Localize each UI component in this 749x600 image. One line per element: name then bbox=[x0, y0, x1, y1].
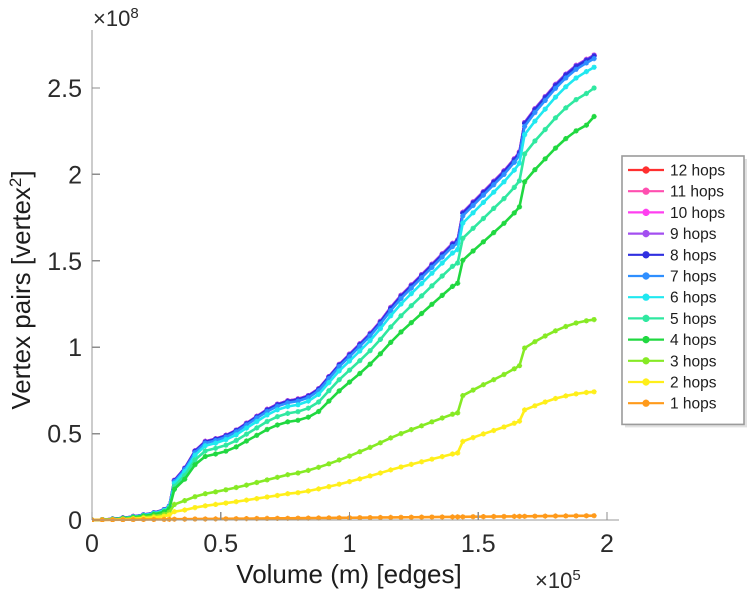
legend-item-label: 7 hops bbox=[670, 269, 717, 286]
legend-swatch-marker bbox=[642, 208, 650, 216]
legend-swatch-marker bbox=[642, 314, 650, 322]
legend-item-label: 3 hops bbox=[670, 353, 717, 370]
legend-item-label: 12 hops bbox=[670, 163, 725, 180]
legend-item-6-hops[interactable]: 6 hops bbox=[628, 290, 717, 307]
legend[interactable]: 12 hops 11 hops 10 hops 9 hops 8 hops 7 hops 6… bbox=[621, 155, 747, 428]
legend-item-label: 10 hops bbox=[670, 205, 725, 222]
legend-item-9-hops[interactable]: 9 hops bbox=[628, 226, 717, 243]
legend-item-label: 11 hops bbox=[670, 184, 724, 201]
axis-group: 0 0.5 1 1.5 2 2.5 0 0.5 1 1.5 2 bbox=[47, 30, 619, 558]
legend-item-7-hops[interactable]: 7 hops bbox=[628, 269, 717, 286]
legend-swatch-marker bbox=[642, 166, 650, 174]
legend-swatch-marker bbox=[642, 272, 650, 280]
legend-item-label: 9 hops bbox=[670, 226, 717, 243]
y-axis-tick-label: 1.5 bbox=[47, 248, 82, 276]
legend-item-label: 8 hops bbox=[670, 247, 717, 264]
legend-item-12-hops[interactable]: 12 hops bbox=[628, 163, 725, 180]
legend-item-3-hops[interactable]: 3 hops bbox=[628, 353, 717, 370]
x-axis-title: Volume (m) [edges] bbox=[236, 559, 461, 589]
plot-area bbox=[92, 52, 597, 522]
legend-item-5-hops[interactable]: 5 hops bbox=[628, 311, 717, 328]
legend-swatch-marker bbox=[642, 399, 650, 407]
legend-swatch-marker bbox=[642, 293, 650, 301]
legend-swatch-marker bbox=[642, 357, 650, 365]
y-axis-tick-label: 0 bbox=[68, 507, 82, 535]
legend-item-2-hops[interactable]: 2 hops bbox=[628, 375, 717, 392]
legend-item-label: 2 hops bbox=[670, 375, 717, 392]
y-axis-exponent: ×108 bbox=[93, 5, 139, 31]
legend-swatch-marker bbox=[642, 251, 650, 259]
legend-swatch-marker bbox=[642, 230, 650, 238]
legend-item-1-hops[interactable]: 1 hops bbox=[628, 396, 717, 413]
legend-swatch-marker bbox=[642, 187, 650, 195]
legend-box bbox=[621, 155, 745, 426]
y-axis-title: Vertex pairs [vertex2] bbox=[6, 170, 36, 409]
y-axis-tick-label: 0.5 bbox=[47, 421, 82, 449]
x-axis-tick-label: 2 bbox=[600, 530, 614, 558]
y-axis-tick-label: 1 bbox=[68, 334, 82, 362]
legend-item-label: 4 hops bbox=[670, 332, 717, 349]
legend-item-label: 1 hops bbox=[670, 396, 717, 413]
x-axis-tick-label: 0 bbox=[85, 530, 99, 558]
y-axis-tick-label: 2 bbox=[68, 161, 82, 189]
legend-item-11-hops[interactable]: 11 hops bbox=[628, 184, 724, 201]
legend-item-10-hops[interactable]: 10 hops bbox=[628, 205, 725, 222]
legend-swatch-marker bbox=[642, 336, 650, 344]
legend-item-4-hops[interactable]: 4 hops bbox=[628, 332, 717, 349]
y-axis-tick-label: 2.5 bbox=[47, 75, 82, 103]
legend-swatch-marker bbox=[642, 378, 650, 386]
x-axis-tick-label: 1 bbox=[343, 530, 357, 558]
x-axis-exponent: ×105 bbox=[535, 567, 581, 593]
legend-item-8-hops[interactable]: 8 hops bbox=[628, 247, 717, 264]
x-axis-tick-label: 0.5 bbox=[203, 530, 238, 558]
legend-item-label: 6 hops bbox=[670, 290, 717, 307]
x-axis-tick-label: 1.5 bbox=[461, 530, 496, 558]
legend-item-label: 5 hops bbox=[670, 311, 717, 328]
